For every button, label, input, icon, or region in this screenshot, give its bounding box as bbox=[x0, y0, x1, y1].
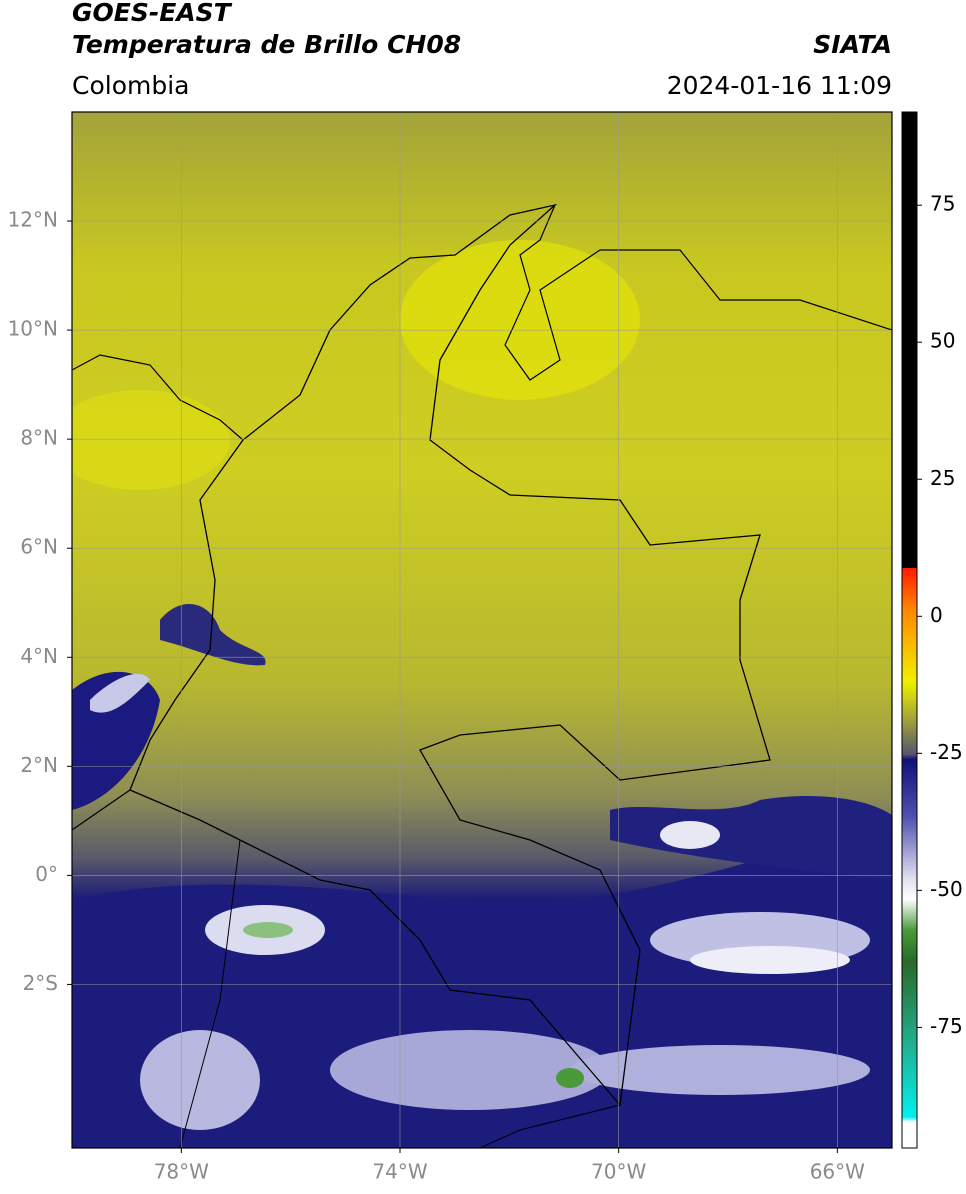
y-tick-label: 12°N bbox=[8, 208, 58, 232]
y-tick-label: 2°S bbox=[23, 971, 58, 995]
x-tick-label: 70°W bbox=[591, 1160, 646, 1184]
colorbar-tick-label: 25 bbox=[930, 466, 955, 490]
source: SIATA bbox=[813, 30, 892, 59]
y-tick-label: 6°N bbox=[20, 535, 58, 559]
colorbar-tick-label: 0 bbox=[930, 603, 943, 627]
y-tick-label: 0° bbox=[35, 862, 58, 886]
map-frame bbox=[71, 111, 893, 1149]
colorbar-tick-label: 50 bbox=[930, 329, 955, 353]
colorbar-tick-label: -75 bbox=[930, 1014, 963, 1038]
x-tick-label: 66°W bbox=[810, 1160, 865, 1184]
y-tick-label: 4°N bbox=[20, 644, 58, 668]
colorbar-tick-label: -50 bbox=[930, 877, 963, 901]
y-tick-label: 2°N bbox=[20, 753, 58, 777]
colorbar-tick-label: -25 bbox=[930, 740, 963, 764]
title: GOES-EAST bbox=[72, 0, 233, 27]
colorbar-tick-label: 75 bbox=[930, 192, 955, 216]
colorbar bbox=[901, 111, 918, 1149]
satellite-image bbox=[72, 112, 892, 1148]
x-tick-label: 78°W bbox=[154, 1160, 209, 1184]
y-tick-label: 8°N bbox=[20, 426, 58, 450]
region: Colombia bbox=[72, 71, 189, 100]
timestamp: 2024-01-16 11:09 bbox=[667, 71, 892, 100]
subtitle: Temperatura de Brillo CH08 bbox=[72, 30, 461, 59]
x-tick-label: 74°W bbox=[372, 1160, 427, 1184]
y-tick-label: 10°N bbox=[8, 317, 58, 341]
